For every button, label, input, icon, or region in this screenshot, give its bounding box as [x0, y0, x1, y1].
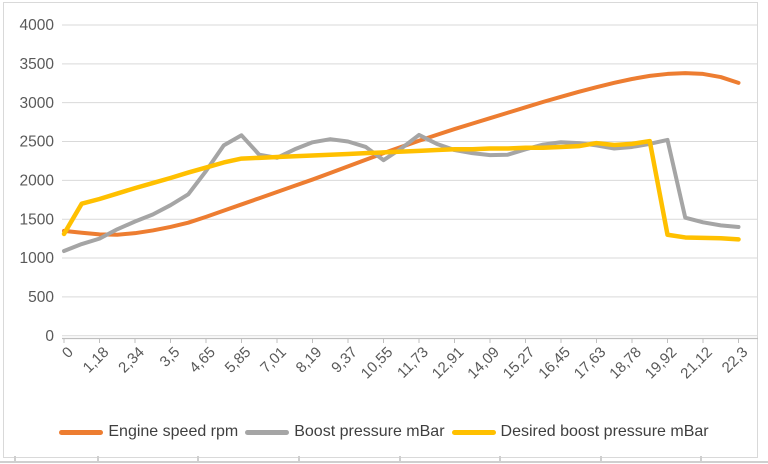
- x-tick-label-3: 3,5: [157, 344, 184, 371]
- x-tick-label-12: 14,09: [464, 344, 503, 383]
- spreadsheet-column-tick-1: [97, 456, 99, 461]
- x-tick-label-7: 8,19: [293, 344, 326, 377]
- legend-item-desired-boost[interactable]: Desired boost pressure mBar: [451, 422, 709, 442]
- series-line-desired-boost-pressure-mbar: [61, 138, 741, 242]
- y-tick-label-3500: 3500: [20, 56, 55, 73]
- x-tick-label-16: 18,78: [606, 344, 645, 383]
- spreadsheet-column-tick-4: [399, 456, 401, 461]
- legend-label-desired-boost: Desired boost pressure mBar: [500, 423, 709, 440]
- y-tick-label-2500: 2500: [20, 134, 55, 151]
- legend-item-boost-pressure[interactable]: Boost pressure mBar: [245, 422, 445, 442]
- series-line-boost-pressure-mbar: [62, 132, 741, 254]
- y-tick-label-1000: 1000: [20, 250, 55, 267]
- legend-swatch-engine-speed: [59, 429, 104, 435]
- x-tick-label-2: 2,34: [115, 344, 148, 377]
- y-tick-label-1500: 1500: [20, 211, 55, 228]
- spreadsheet-column-tick-5: [499, 456, 501, 461]
- y-tick-label-0: 0: [45, 328, 54, 345]
- x-tick-label-6: 7,01: [257, 344, 290, 377]
- y-tick-label-4000: 4000: [20, 17, 55, 34]
- x-tick-label-14: 16,45: [535, 344, 574, 383]
- series-line-engine-speed-rpm: [62, 71, 741, 237]
- legend-label-engine-speed: Engine speed rpm: [108, 423, 239, 440]
- spreadsheet-column-tick-7: [700, 456, 702, 461]
- x-tick-label-19: 22,3: [719, 344, 752, 377]
- x-tick-label-5: 5,85: [222, 344, 255, 377]
- spreadsheet-gridline-strip: [0, 456, 768, 464]
- legend-swatch-boost-pressure: [245, 429, 290, 435]
- x-tick-label-9: 10,55: [358, 344, 397, 383]
- spreadsheet-column-tick-3: [298, 456, 300, 461]
- spreadsheet-column-tick-0: [14, 456, 16, 461]
- x-tick-label-18: 21,12: [677, 344, 716, 383]
- legend-swatch-desired-boost: [451, 429, 496, 435]
- x-tick-label-13: 15,27: [500, 344, 539, 383]
- y-tick-label-2000: 2000: [20, 173, 55, 190]
- legend-item-engine-speed[interactable]: Engine speed rpm: [59, 422, 238, 442]
- y-tick-label-3000: 3000: [20, 95, 55, 112]
- spreadsheet-column-tick-6: [600, 456, 602, 461]
- x-tick-label-17: 19,92: [642, 344, 681, 383]
- spreadsheet-column-tick-2: [197, 456, 199, 461]
- x-tick-label-1: 1,18: [80, 344, 113, 377]
- spreadsheet-row-line: [0, 461, 768, 463]
- x-tick-label-15: 17,63: [571, 344, 610, 383]
- y-tick-label-500: 500: [28, 289, 54, 306]
- x-tick-label-4: 4,65: [186, 344, 219, 377]
- x-tick-label-0: 0: [59, 344, 77, 362]
- legend-label-boost-pressure: Boost pressure mBar: [294, 423, 445, 440]
- chart-legend: Engine speed rpm Boost pressure mBar Des…: [0, 421, 768, 443]
- x-tick-label-10: 11,73: [394, 344, 432, 382]
- x-tick-label-11: 12,91: [429, 344, 468, 383]
- x-tick-label-8: 9,37: [328, 344, 361, 377]
